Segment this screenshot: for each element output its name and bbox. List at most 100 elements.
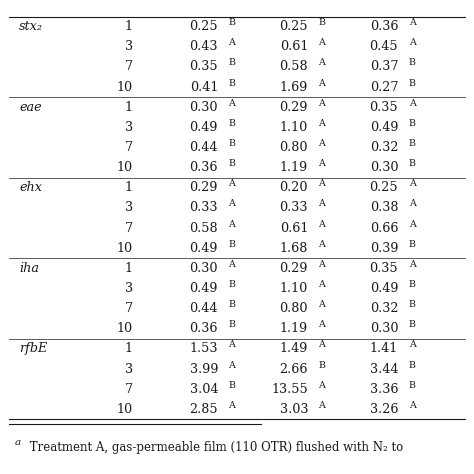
Text: 0.80: 0.80 <box>280 302 308 315</box>
Text: 0.30: 0.30 <box>370 322 398 335</box>
Text: 0.49: 0.49 <box>190 121 218 134</box>
Text: A: A <box>409 99 416 108</box>
Text: 0.25: 0.25 <box>370 182 398 194</box>
Text: A: A <box>319 38 326 47</box>
Text: A: A <box>228 179 236 188</box>
Text: 0.36: 0.36 <box>370 20 398 33</box>
Text: 0.29: 0.29 <box>280 262 308 275</box>
Text: 3.03: 3.03 <box>280 403 308 416</box>
Text: 0.30: 0.30 <box>370 161 398 174</box>
Text: B: B <box>409 361 416 370</box>
Text: 0.44: 0.44 <box>190 302 218 315</box>
Text: B: B <box>409 119 416 128</box>
Text: 13.55: 13.55 <box>271 383 308 396</box>
Text: 0.20: 0.20 <box>280 182 308 194</box>
Text: 1.68: 1.68 <box>280 242 308 255</box>
Text: A: A <box>319 58 326 67</box>
Text: 10: 10 <box>117 403 133 416</box>
Text: B: B <box>228 240 236 249</box>
Text: 1: 1 <box>125 262 133 275</box>
Text: B: B <box>228 139 236 148</box>
Text: 3: 3 <box>125 363 133 375</box>
Text: A: A <box>319 300 326 309</box>
Text: A: A <box>319 240 326 249</box>
Text: 7: 7 <box>125 383 133 396</box>
Text: B: B <box>319 361 326 370</box>
Text: 0.35: 0.35 <box>370 101 398 114</box>
Text: 1.69: 1.69 <box>280 81 308 93</box>
Text: A: A <box>409 18 416 27</box>
Text: 1.19: 1.19 <box>280 161 308 174</box>
Text: B: B <box>409 240 416 249</box>
Text: A: A <box>228 200 236 209</box>
Text: 3: 3 <box>125 282 133 295</box>
Text: A: A <box>319 320 326 329</box>
Text: 0.25: 0.25 <box>280 20 308 33</box>
Text: 2.66: 2.66 <box>280 363 308 375</box>
Text: 0.25: 0.25 <box>190 20 218 33</box>
Text: 1: 1 <box>125 101 133 114</box>
Text: A: A <box>319 119 326 128</box>
Text: 0.30: 0.30 <box>190 262 218 275</box>
Text: 10: 10 <box>117 242 133 255</box>
Text: 0.29: 0.29 <box>280 101 308 114</box>
Text: B: B <box>409 159 416 168</box>
Text: 1.49: 1.49 <box>280 343 308 356</box>
Text: B: B <box>228 18 236 27</box>
Text: B: B <box>409 79 416 88</box>
Text: B: B <box>228 119 236 128</box>
Text: 0.66: 0.66 <box>370 222 398 235</box>
Text: 0.49: 0.49 <box>370 121 398 134</box>
Text: A: A <box>319 79 326 88</box>
Text: A: A <box>228 99 236 108</box>
Text: A: A <box>409 401 416 410</box>
Text: 3.44: 3.44 <box>370 363 398 375</box>
Text: A: A <box>228 401 236 410</box>
Text: A: A <box>409 340 416 349</box>
Text: 0.49: 0.49 <box>370 282 398 295</box>
Text: 7: 7 <box>125 61 133 73</box>
Text: 3: 3 <box>125 121 133 134</box>
Text: B: B <box>409 280 416 289</box>
Text: 0.36: 0.36 <box>190 322 218 335</box>
Text: 1: 1 <box>125 20 133 33</box>
Text: A: A <box>319 401 326 410</box>
Text: 7: 7 <box>125 141 133 154</box>
Text: iha: iha <box>19 262 39 275</box>
Text: B: B <box>228 280 236 289</box>
Text: A: A <box>319 139 326 148</box>
Text: A: A <box>228 219 236 228</box>
Text: 10: 10 <box>117 322 133 335</box>
Text: A: A <box>319 260 326 269</box>
Text: 1.19: 1.19 <box>280 322 308 335</box>
Text: A: A <box>319 179 326 188</box>
Text: A: A <box>228 260 236 269</box>
Text: 0.29: 0.29 <box>190 182 218 194</box>
Text: 0.35: 0.35 <box>190 61 218 73</box>
Text: B: B <box>228 300 236 309</box>
Text: 3.04: 3.04 <box>190 383 218 396</box>
Text: 1.10: 1.10 <box>280 121 308 134</box>
Text: 0.41: 0.41 <box>190 81 218 93</box>
Text: A: A <box>319 99 326 108</box>
Text: B: B <box>319 18 326 27</box>
Text: 0.33: 0.33 <box>280 201 308 214</box>
Text: 0.61: 0.61 <box>280 222 308 235</box>
Text: 0.58: 0.58 <box>190 222 218 235</box>
Text: 0.45: 0.45 <box>370 40 398 53</box>
Text: 0.44: 0.44 <box>190 141 218 154</box>
Text: B: B <box>409 381 416 390</box>
Text: B: B <box>228 159 236 168</box>
Text: B: B <box>228 381 236 390</box>
Text: a: a <box>14 438 20 447</box>
Text: rfbE: rfbE <box>19 343 47 356</box>
Text: 1: 1 <box>125 182 133 194</box>
Text: 0.27: 0.27 <box>370 81 398 93</box>
Text: A: A <box>228 38 236 47</box>
Text: 3: 3 <box>125 40 133 53</box>
Text: 1.53: 1.53 <box>190 343 218 356</box>
Text: 0.32: 0.32 <box>370 302 398 315</box>
Text: 3.26: 3.26 <box>370 403 398 416</box>
Text: 0.43: 0.43 <box>190 40 218 53</box>
Text: 0.49: 0.49 <box>190 242 218 255</box>
